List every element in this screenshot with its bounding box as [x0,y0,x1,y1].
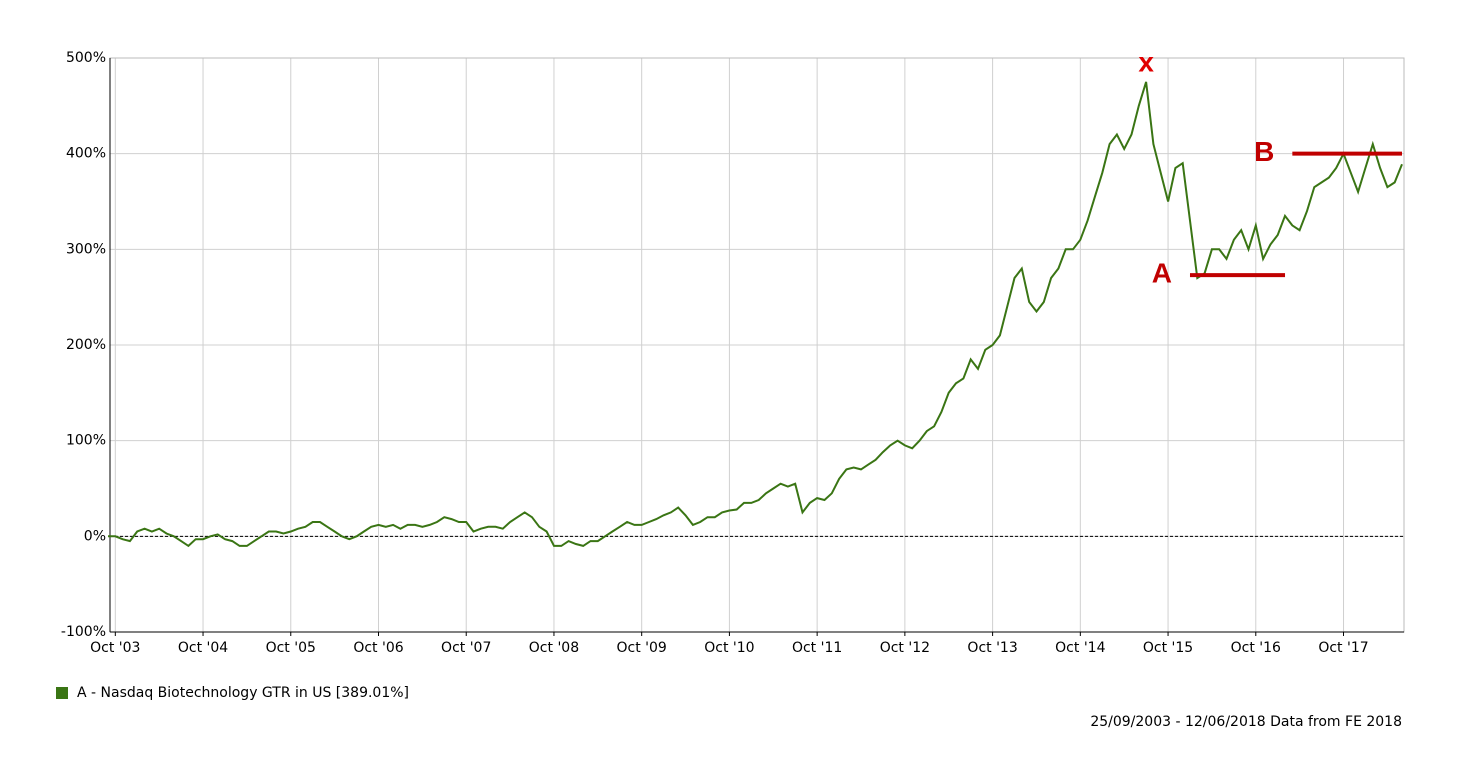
annotation-label: x [1138,46,1154,77]
x-tick-label: Oct '16 [1231,640,1281,656]
x-tick-label: Oct '13 [967,640,1017,656]
x-tick-label: Oct '07 [441,640,491,656]
x-tick-label: Oct '14 [1055,640,1105,656]
y-tick-label: 100% [66,433,106,449]
x-tick-label: Oct '10 [704,640,754,656]
x-tick-label: Oct '04 [178,640,228,656]
legend-swatch [56,687,68,699]
x-tick-label: Oct '11 [792,640,842,656]
y-tick-label: 200% [66,337,106,353]
x-tick-label: Oct '09 [617,640,667,656]
annotation-label: B [1254,136,1274,167]
footnote: 25/09/2003 - 12/06/2018 Data from FE 201… [1090,714,1402,730]
y-tick-label: 400% [66,146,106,162]
y-tick-label: 500% [66,50,106,66]
y-tick-label: 0% [84,528,106,544]
x-tick-label: Oct '05 [266,640,316,656]
annotation-label: A [1152,258,1172,289]
x-tick-label: Oct '15 [1143,640,1193,656]
y-tick-label: 300% [66,241,106,257]
x-tick-label: Oct '06 [353,640,403,656]
x-tick-label: Oct '08 [529,640,579,656]
x-tick-label: Oct '12 [880,640,930,656]
data-line [108,81,1403,548]
x-tick-label: Oct '17 [1318,640,1368,656]
x-tick-label: Oct '03 [90,640,140,656]
y-tick-label: -100% [61,624,106,640]
legend-label: A - Nasdaq Biotechnology GTR in US [389.… [77,685,409,701]
